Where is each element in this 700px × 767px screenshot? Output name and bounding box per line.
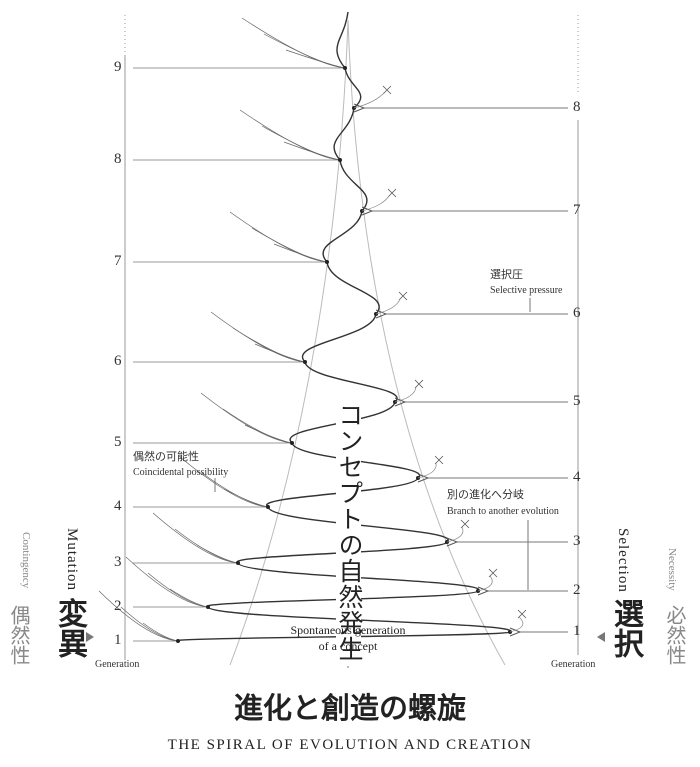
right-number: 4 [573,469,581,485]
node [343,66,347,70]
branch [147,572,209,608]
generation-label: Generation [551,659,596,670]
branch [169,588,209,608]
branch [98,590,179,642]
right-number: 8 [573,99,581,115]
left-number: 5 [114,434,122,450]
branch [196,544,239,564]
side-ja-small: 偶然性 [7,605,29,665]
center-caption: of a concept [318,639,378,653]
side-ja: 選択 [609,598,642,658]
branch [261,125,341,161]
branch [201,472,269,508]
selection-cross [488,568,498,578]
branch [125,556,209,608]
rejected-branch [375,298,401,315]
center-caption: Spontaneous generation [290,623,406,637]
left-number: 9 [114,59,122,75]
branch [120,606,179,642]
rejected-branch [417,462,437,479]
branch [273,243,328,263]
center-label: コンセプトの自然発生 [335,398,362,666]
generation-label: Generation [95,659,140,670]
branch [232,327,306,363]
rejected-branch [353,92,385,109]
selection-cross [517,609,527,619]
branch [174,528,239,564]
rejected-branch [394,386,417,403]
selection-cross [460,519,470,529]
left-number: 4 [114,498,122,514]
branch [254,343,306,363]
right-number: 2 [573,582,581,598]
side-en: Mutation [64,528,80,591]
side-en-small: Contingency [20,532,32,589]
left-number: 2 [114,598,122,614]
branch [251,227,328,263]
node [236,561,240,565]
side-en: Selection [615,528,631,593]
branch [152,512,239,564]
left-number: 7 [114,253,122,269]
selection-cross [382,85,392,95]
rejected-branch [446,526,464,543]
cone-right [347,19,506,666]
annotation-en: Branch to another evolution [447,506,559,517]
right-number: 5 [573,393,581,409]
annotation-en: Coincidental possibility [133,467,229,478]
side-ja-small: 必然性 [663,605,685,665]
selection-cross [434,455,444,465]
arrow-right [86,632,94,642]
branch [241,17,346,69]
node [206,605,210,609]
left-number: 3 [114,554,122,570]
arrow-left [597,632,605,642]
left-number: 8 [114,151,122,167]
right-number: 3 [573,533,581,549]
node [290,441,294,445]
subtitle: THE SPIRAL OF EVOLUTION AND CREATION [167,737,533,753]
selection-cross [414,379,424,389]
node [303,360,307,364]
branch [210,311,306,363]
annotation-ja: 別の進化へ分岐 [447,489,524,501]
side-en-small: Necessity [666,548,678,591]
branch [239,109,341,161]
annotation-ja: 選択圧 [490,269,523,281]
right-number: 1 [573,623,581,639]
cone-left [229,19,349,666]
selection-cross [387,188,397,198]
node [176,639,180,643]
right-number: 7 [573,202,581,218]
rejected-branch [509,616,524,633]
annotation-ja: 偶然の可能性 [133,451,199,463]
annotation-en: Selective pressure [490,285,563,296]
rejected-branch [361,195,390,212]
rejected-branch [477,575,493,592]
side-ja: 変異 [53,598,86,658]
selection-cross [398,291,408,301]
branch [179,456,269,508]
left-number: 6 [114,353,122,369]
branch [229,211,328,263]
branch [142,622,179,642]
left-number: 1 [114,632,122,648]
node [325,260,329,264]
node [266,505,270,509]
right-number: 6 [573,305,581,321]
node [338,158,342,162]
branch [200,392,293,444]
title: 進化と創造の螺旋 [233,693,466,725]
branch [222,408,293,444]
